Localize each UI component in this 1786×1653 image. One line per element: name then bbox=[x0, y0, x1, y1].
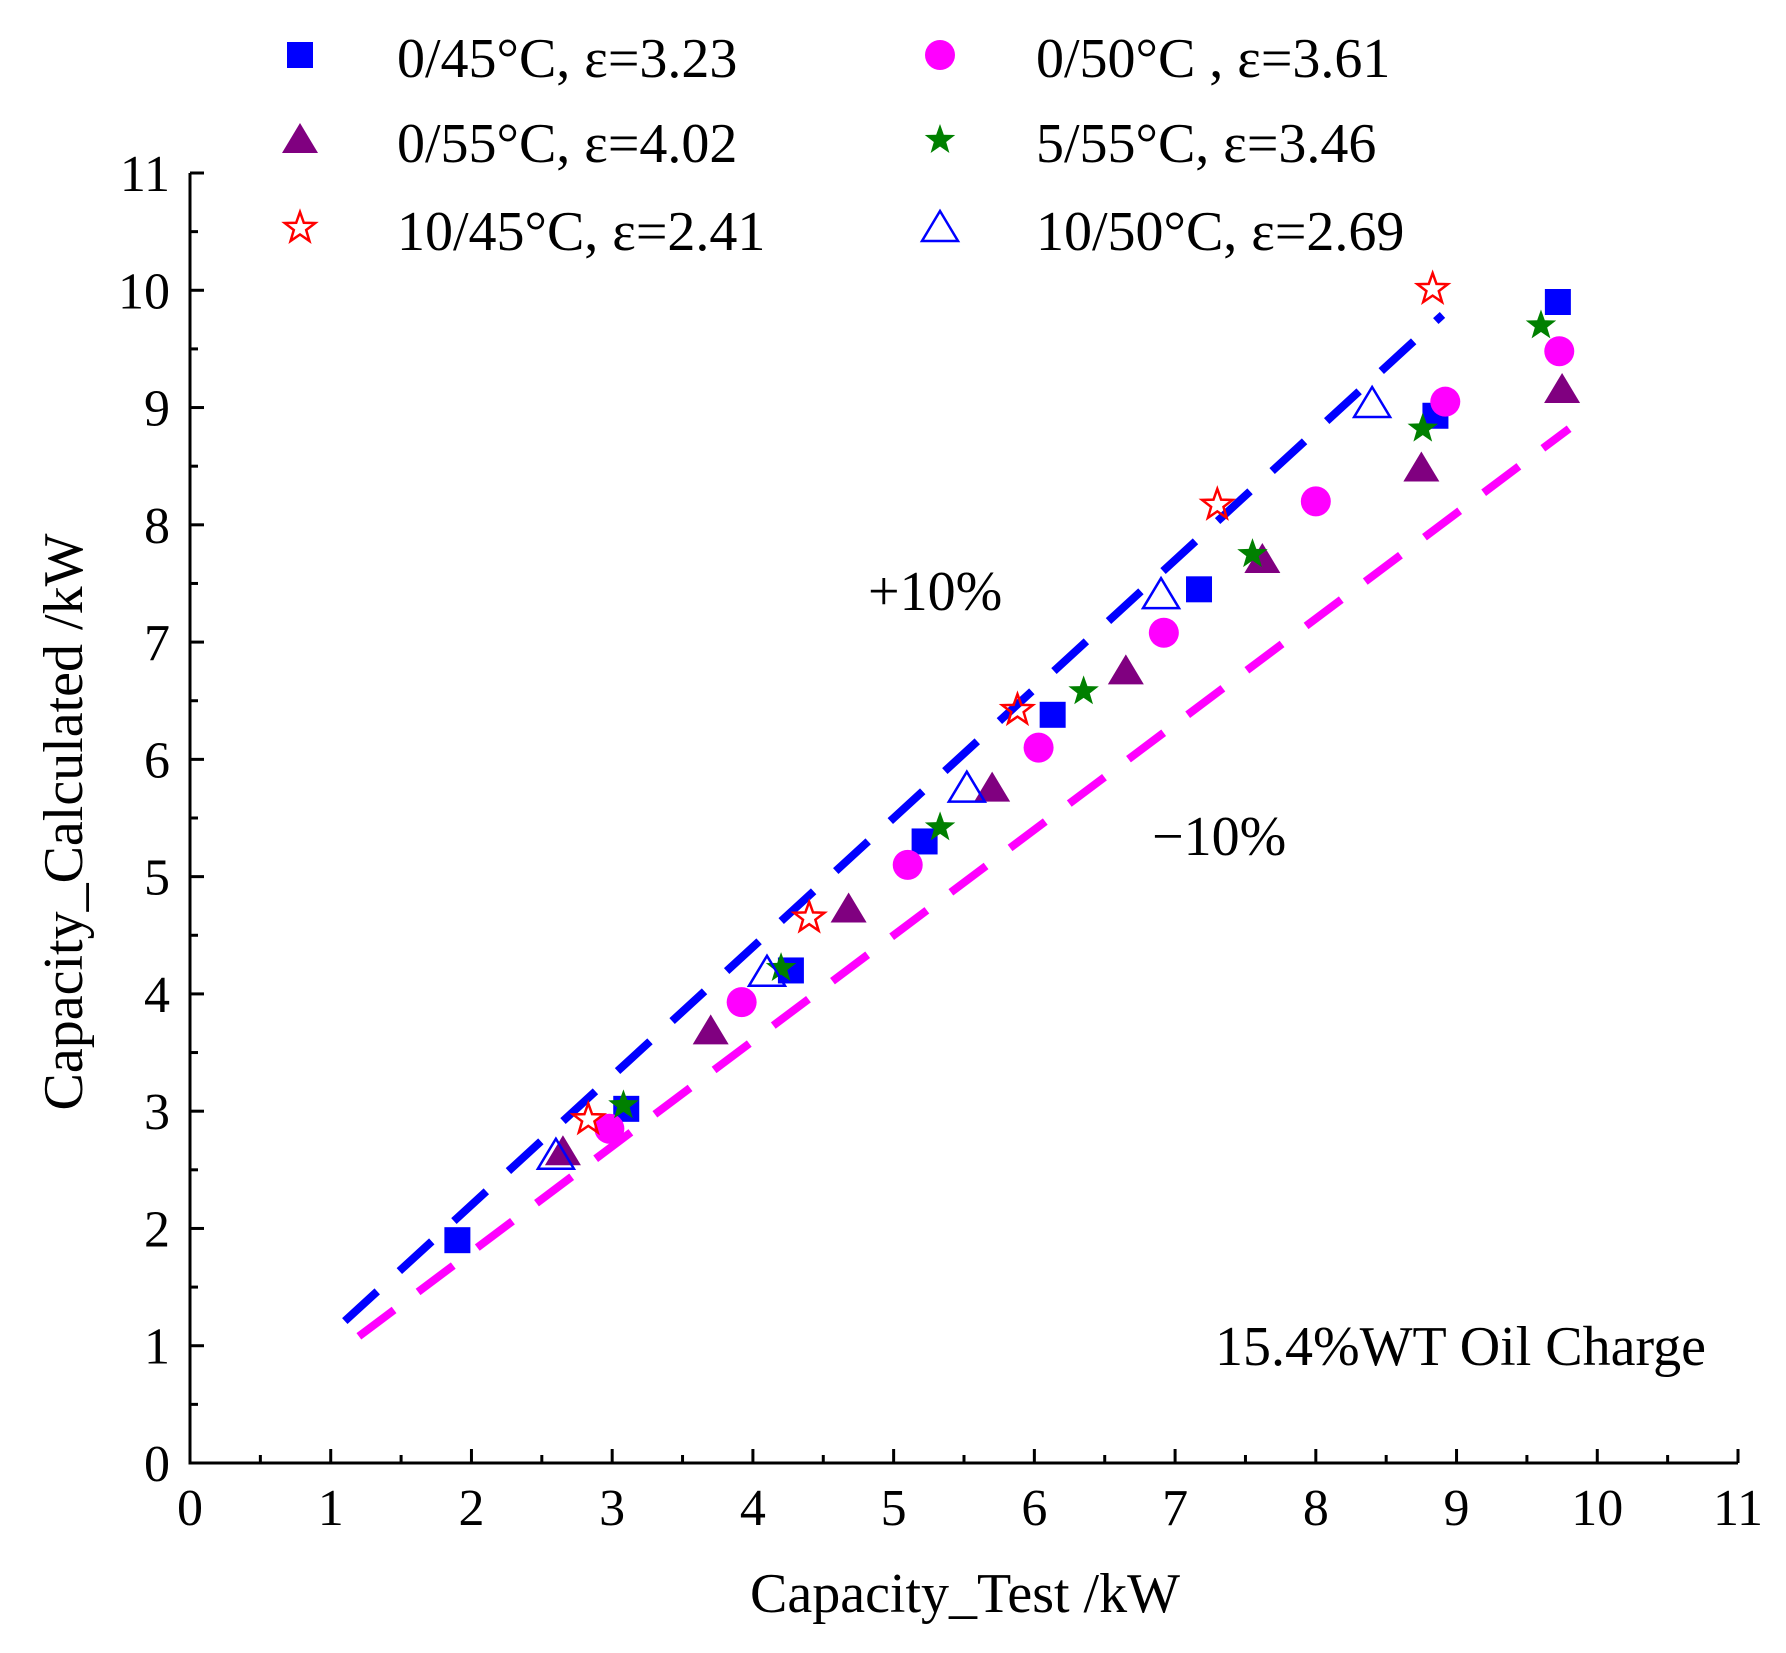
data-point bbox=[444, 1227, 471, 1254]
x-tick-label: 3 bbox=[599, 1480, 625, 1537]
x-tick-label: 8 bbox=[1303, 1480, 1329, 1537]
data-point bbox=[1198, 485, 1237, 521]
x-tick-label: 10 bbox=[1571, 1480, 1623, 1537]
data-point bbox=[1023, 732, 1054, 763]
y-tick-label: 5 bbox=[144, 850, 170, 907]
y-tick-label: 8 bbox=[144, 498, 170, 555]
data-point bbox=[1544, 336, 1575, 367]
data-point bbox=[1430, 386, 1461, 417]
y-tick-label: 3 bbox=[144, 1084, 170, 1141]
data-point bbox=[535, 1136, 577, 1170]
reference-line-minus10 bbox=[356, 425, 1572, 1340]
legend-marker-0 bbox=[287, 42, 313, 68]
y-tick-label: 0 bbox=[144, 1436, 170, 1493]
data-points bbox=[444, 269, 1581, 1254]
data-point bbox=[1544, 289, 1571, 315]
x-tick-label: 1 bbox=[318, 1480, 344, 1537]
data-point bbox=[1544, 372, 1581, 403]
data-point bbox=[998, 690, 1037, 727]
data-point bbox=[1300, 486, 1331, 517]
legend-label-0: 0/45°C, ε=3.23 bbox=[397, 28, 737, 90]
legend-label-3: 5/55°C, ε=3.46 bbox=[1036, 113, 1376, 175]
reference-line-plus10 bbox=[342, 311, 1446, 1325]
data-point bbox=[746, 953, 788, 988]
data-point bbox=[608, 1089, 639, 1119]
series-5 bbox=[535, 384, 1393, 1170]
data-point bbox=[946, 769, 988, 803]
legend-label-1: 0/50°C , ε=3.61 bbox=[1036, 28, 1390, 90]
data-point bbox=[1140, 575, 1182, 610]
series-1 bbox=[594, 336, 1575, 1144]
x-axis-title: Capacity_Test /kW bbox=[750, 1563, 1180, 1625]
data-point bbox=[1068, 675, 1099, 705]
data-point bbox=[924, 811, 956, 841]
data-point bbox=[569, 1099, 608, 1136]
axes: 0 1 2 3 4 5 6 7 8 9 10 11 0 1 2 3 4 5 6 7 8 9 10 11 bbox=[118, 146, 1763, 1537]
data-point bbox=[1351, 384, 1393, 419]
y-tick-label: 2 bbox=[144, 1201, 170, 1258]
data-point bbox=[1107, 654, 1144, 685]
data-point bbox=[1244, 543, 1281, 573]
x-tick-label: 11 bbox=[1713, 1480, 1763, 1537]
data-point bbox=[726, 987, 757, 1018]
legend-marker-3 bbox=[924, 124, 956, 153]
y-tick-label: 6 bbox=[144, 732, 170, 789]
data-point bbox=[974, 771, 1011, 802]
series-4 bbox=[569, 269, 1452, 1136]
legend-label-5: 10/50°C, ε=2.69 bbox=[1036, 201, 1404, 263]
legend-label-2: 0/55°C, ε=4.02 bbox=[397, 113, 737, 175]
legend: 0/45°C, ε=3.23 0/50°C , ε=3.61 0/55°C, ε… bbox=[281, 28, 1404, 263]
y-axis-title: Capacity_Calculated /kW bbox=[33, 533, 95, 1110]
y-tick-label: 7 bbox=[144, 615, 170, 672]
x-tick-label: 5 bbox=[881, 1480, 907, 1537]
series-2 bbox=[544, 372, 1581, 1166]
x-tick-label: 9 bbox=[1444, 1480, 1470, 1537]
legend-marker-4 bbox=[281, 208, 319, 244]
reference-lines bbox=[342, 311, 1572, 1340]
annotation-plus10: +10% bbox=[868, 561, 1002, 623]
annotation-oil-charge: 15.4%WT Oil Charge bbox=[1215, 1316, 1706, 1378]
data-point bbox=[1186, 576, 1213, 603]
x-tick-label: 6 bbox=[1021, 1480, 1047, 1537]
legend-label-4: 10/45°C, ε=2.41 bbox=[397, 201, 765, 263]
y-tick-label: 10 bbox=[118, 263, 170, 320]
data-point bbox=[1148, 617, 1179, 648]
series-3 bbox=[608, 309, 1557, 1119]
y-tick-label: 1 bbox=[144, 1319, 170, 1376]
data-point bbox=[1039, 701, 1066, 728]
data-point bbox=[1403, 451, 1440, 482]
x-tick-label: 7 bbox=[1162, 1480, 1188, 1537]
data-point bbox=[1407, 412, 1438, 442]
data-point bbox=[1525, 309, 1557, 339]
data-point bbox=[692, 1014, 729, 1045]
y-tick-label: 4 bbox=[144, 967, 170, 1024]
x-tick-label: 2 bbox=[458, 1480, 484, 1537]
data-point bbox=[1237, 538, 1268, 568]
data-point bbox=[830, 892, 867, 923]
data-point bbox=[765, 952, 797, 982]
legend-markers bbox=[281, 40, 961, 244]
data-point bbox=[790, 897, 828, 934]
data-point bbox=[1413, 269, 1452, 306]
x-tick-label: 4 bbox=[740, 1480, 766, 1537]
y-tick-label: 9 bbox=[144, 381, 170, 438]
x-tick-label: 0 bbox=[177, 1480, 203, 1537]
annotation-minus10: −10% bbox=[1152, 806, 1286, 868]
data-point bbox=[594, 1113, 625, 1144]
legend-marker-5 bbox=[919, 208, 961, 243]
legend-marker-1 bbox=[925, 40, 955, 70]
legend-marker-2 bbox=[282, 123, 318, 153]
data-point bbox=[892, 849, 923, 880]
y-tick-label: 11 bbox=[120, 146, 170, 203]
